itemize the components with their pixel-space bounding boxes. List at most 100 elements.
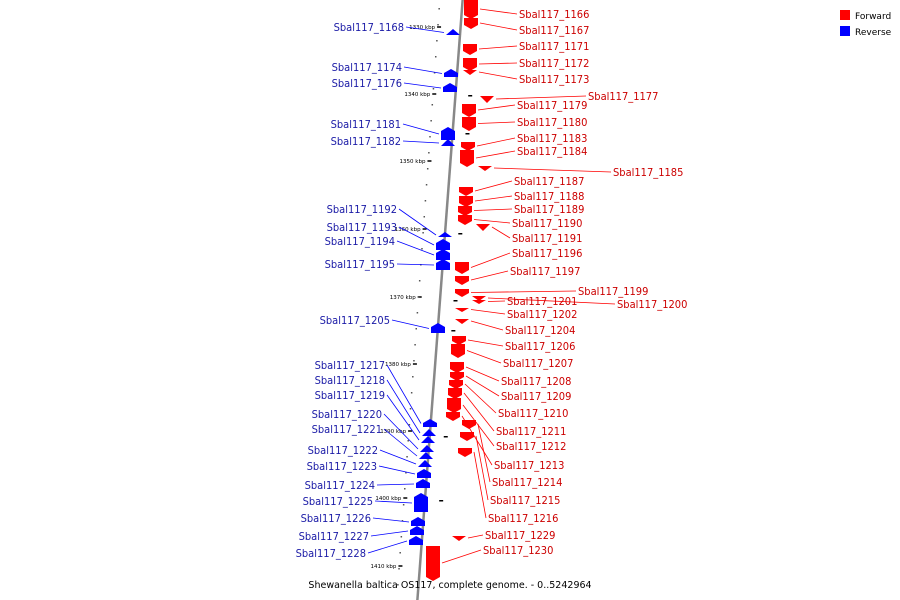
forward-leader-line: [474, 195, 513, 202]
minor-tick: [416, 312, 419, 314]
forward-gene-arrow: [462, 127, 476, 131]
forward-gene-arrow: [446, 417, 460, 421]
forward-gene-label: Sbal117_1229: [485, 529, 555, 542]
reverse-leader-line: [379, 449, 417, 465]
minor-tick: [430, 120, 432, 122]
reverse-gene: [438, 232, 452, 237]
forward-gene-arrow: [448, 395, 462, 399]
reverse-gene-arrow: [414, 493, 428, 497]
reverse-gene-label: Sbal117_1174: [332, 61, 402, 74]
forward-leader-line: [479, 8, 518, 15]
reverse-gene-label: Sbal117_1168: [334, 21, 404, 34]
forward-gene-label: Sbal117_1188: [514, 190, 584, 203]
scale-tick-label: 1360 kbp: [395, 227, 421, 233]
minor-tick: [432, 88, 435, 90]
forward-leader-line: [475, 435, 489, 501]
forward-gene-arrow: [458, 221, 472, 225]
forward-leader-line: [470, 290, 577, 293]
forward-gene-arrow: [450, 377, 464, 381]
reverse-leader-line: [372, 517, 410, 523]
minor-tick: [426, 168, 429, 170]
forward-gene-arrow: [460, 163, 474, 167]
forward-gene: [463, 58, 477, 67]
forward-gene: [458, 206, 472, 212]
minor-tick: [433, 72, 436, 74]
scale-tick-label: 1410 kbp: [371, 564, 397, 570]
forward-gene-arrow: [463, 51, 477, 55]
reverse-gene-label: Sbal117_1192: [327, 203, 397, 216]
forward-gene: [462, 104, 476, 113]
scale-tick-label: 1330 kbp: [409, 25, 435, 31]
forward-gene-arrow: [462, 113, 476, 117]
forward-gene-label: Sbal117_1167: [519, 24, 589, 37]
reverse-gene: [417, 473, 431, 478]
forward-gene-label: Sbal117_1187: [514, 175, 584, 188]
feature-mark: [465, 133, 470, 135]
reverse-gene-label: Sbal117_1193: [327, 221, 397, 234]
forward-gene: [480, 96, 494, 103]
legend-forward-label: Forward: [855, 12, 891, 22]
forward-gene-label: Sbal117_1208: [501, 375, 571, 388]
legend-forward-swatch: [840, 10, 850, 20]
minor-tick: [404, 488, 406, 490]
minor-tick: [399, 552, 401, 554]
minor-tick: [417, 296, 420, 298]
reverse-gene-label: Sbal117_1182: [331, 135, 401, 148]
reverse-gene-arrow: [444, 69, 458, 73]
forward-gene-arrow: [447, 409, 461, 413]
minor-tick: [413, 360, 415, 362]
reverse-gene-label: Sbal117_1222: [308, 444, 378, 457]
forward-gene-arrow: [451, 354, 465, 358]
minor-tick: [421, 248, 423, 250]
forward-leader-line: [470, 270, 509, 281]
minor-tick: [414, 344, 416, 346]
reverse-gene-label: Sbal117_1176: [332, 77, 402, 90]
forward-gene: [450, 362, 464, 369]
forward-gene: [462, 117, 476, 127]
reverse-gene-label: Sbal117_1228: [296, 547, 366, 560]
reverse-leader-line: [402, 123, 440, 135]
forward-gene: [426, 546, 440, 577]
minor-tick: [436, 40, 438, 42]
forward-gene-label: Sbal117_1214: [492, 476, 562, 489]
reverse-gene: [446, 29, 460, 35]
forward-gene-label: Sbal117_1189: [514, 203, 584, 216]
forward-leader-line: [441, 549, 482, 564]
reverse-gene-label: Sbal117_1181: [331, 118, 401, 131]
reverse-leader-line: [383, 428, 418, 457]
forward-gene-label: Sbal117_1230: [483, 544, 553, 557]
forward-gene: [460, 150, 474, 163]
forward-gene-label: Sbal117_1211: [496, 425, 566, 438]
reverse-gene-label: Sbal117_1226: [301, 512, 371, 525]
forward-leader-line: [464, 383, 497, 414]
forward-gene-arrow: [455, 270, 469, 274]
minor-tick: [422, 232, 424, 234]
forward-gene: [461, 142, 475, 147]
forward-gene-label: Sbal117_1202: [507, 308, 577, 321]
forward-gene: [463, 44, 477, 51]
forward-gene-label: Sbal117_1204: [505, 324, 575, 337]
legend-reverse-label: Reverse: [855, 28, 892, 38]
reverse-gene-label: Sbal117_1205: [320, 314, 390, 327]
reverse-gene-arrow: [431, 323, 445, 327]
reverse-gene-arrow: [436, 259, 450, 263]
forward-leader-line: [477, 423, 491, 483]
minor-tick: [405, 472, 407, 474]
reverse-leader-line: [403, 66, 443, 74]
forward-gene-arrow: [461, 147, 475, 151]
reverse-leader-line: [396, 240, 435, 256]
minor-tick: [429, 136, 431, 138]
reverse-leader-line: [386, 364, 422, 424]
forward-gene: [463, 70, 477, 75]
reverse-gene: [436, 263, 450, 270]
forward-leader-line: [474, 180, 513, 192]
forward-leader-line: [473, 219, 511, 224]
reverse-leader-line: [391, 319, 430, 329]
forward-leader-line: [470, 252, 511, 268]
reverse-gene-arrow: [409, 536, 423, 540]
forward-leader-line: [493, 167, 612, 173]
reverse-gene: [443, 87, 457, 92]
forward-gene: [452, 536, 466, 541]
forward-leader-line: [473, 208, 513, 211]
